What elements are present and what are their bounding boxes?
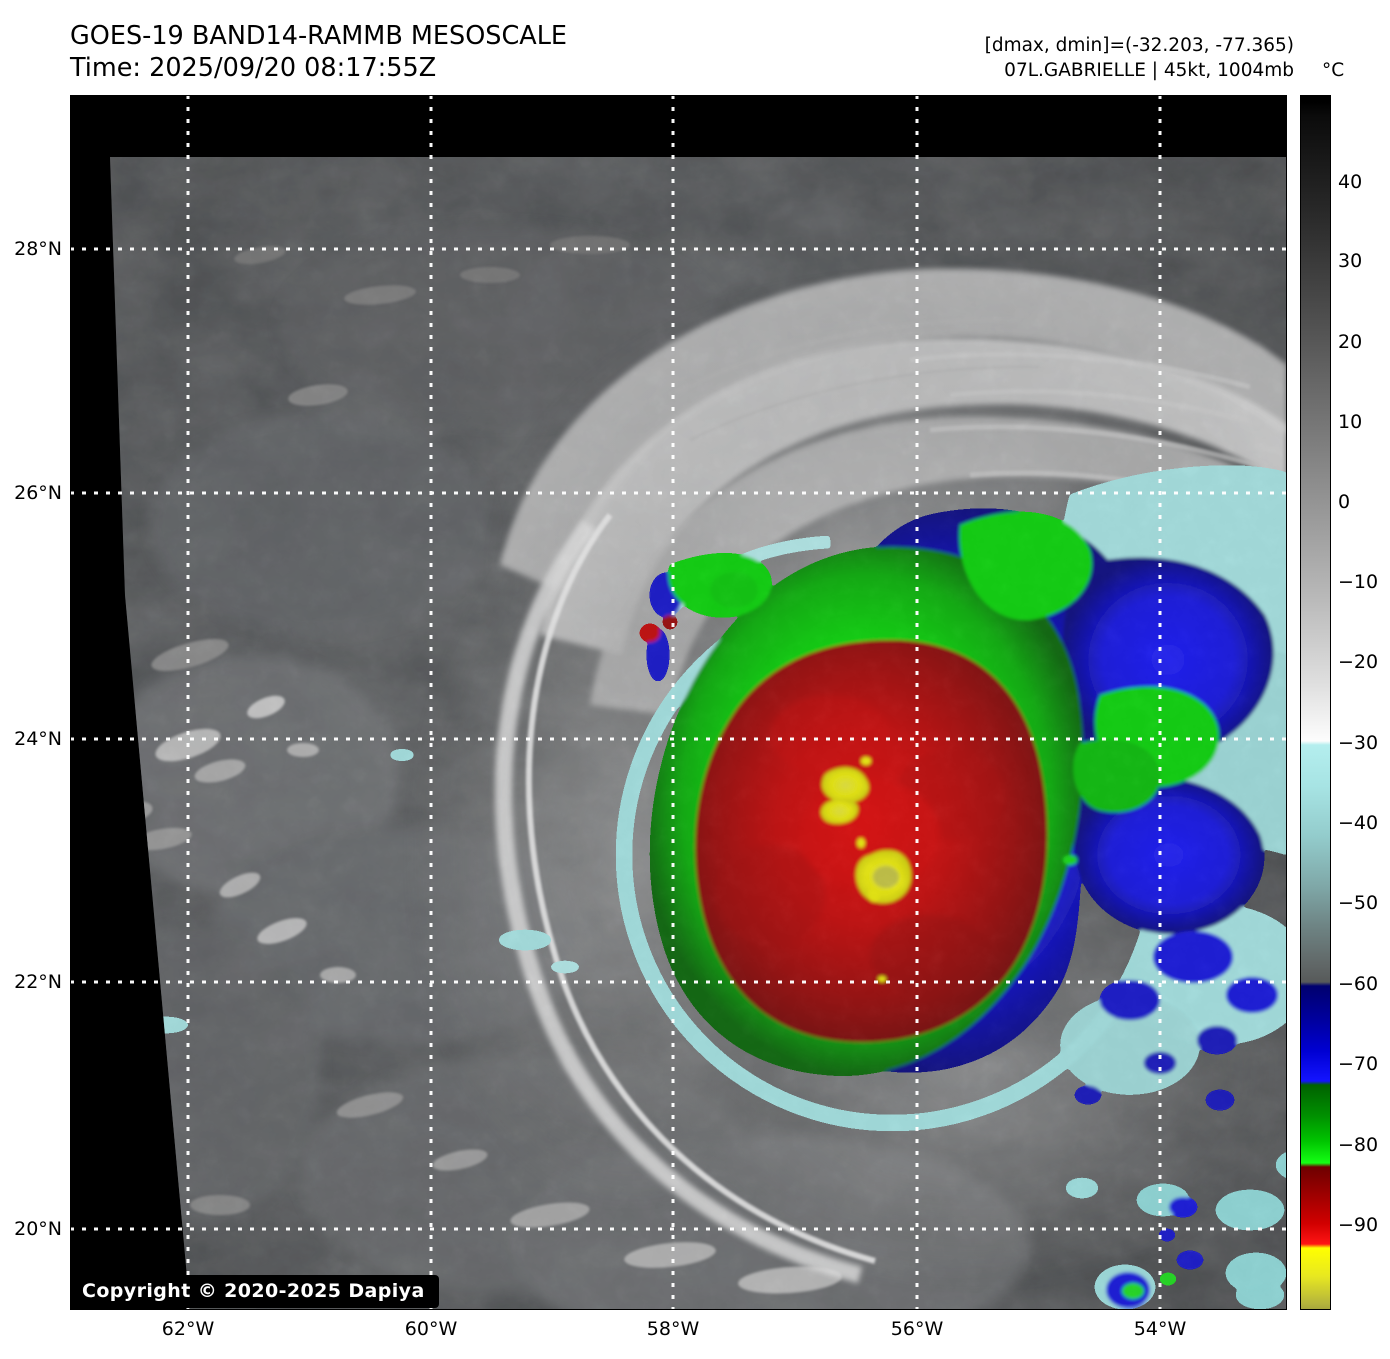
storm-info-readout: 07L.GABRIELLE | 45kt, 1004mb xyxy=(1004,60,1294,81)
dmax-dmin-readout: [dmax, dmin]=(-32.203, -77.365) xyxy=(984,35,1294,56)
figure-meta-block: [dmax, dmin]=(-32.203, -77.365) 07L.GABRI… xyxy=(985,33,1294,83)
xtick-label-54W: 54°W xyxy=(1133,1318,1187,1340)
ytick-label-24N: 24°N xyxy=(14,728,62,750)
xtick-label-60W: 60°W xyxy=(404,1318,458,1340)
satellite-swath xyxy=(110,157,1287,1310)
cbtick-label-m30: −30 xyxy=(1338,732,1379,754)
copyright-watermark: Copyright © 2020-2025 Dapiya xyxy=(70,1275,439,1308)
cbtick-label-m60: −60 xyxy=(1338,973,1379,995)
colorbar-units-label: °C xyxy=(1322,60,1345,81)
temperature-colorbar[interactable] xyxy=(1300,95,1331,1310)
ytick-label-20N: 20°N xyxy=(14,1218,62,1240)
cbtick-label-m40: −40 xyxy=(1338,812,1379,834)
figure-title-block: GOES-19 BAND14-RAMMB MESOSCALE Time: 2025… xyxy=(70,20,567,84)
figure-time: Time: 2025/09/20 08:17:55Z xyxy=(70,53,437,83)
cbtick-label-m50: −50 xyxy=(1338,892,1379,914)
ytick-label-22N: 22°N xyxy=(14,971,62,993)
satellite-image-plot[interactable]: Copyright © 2020-2025 Dapiya xyxy=(70,95,1287,1310)
ytick-label-28N: 28°N xyxy=(14,238,62,260)
cbtick-label-0: 0 xyxy=(1338,491,1351,513)
xtick-label-56W: 56°W xyxy=(890,1318,944,1340)
cbtick-label-m10: −10 xyxy=(1338,571,1379,593)
colorbar-gradient xyxy=(1301,96,1330,1309)
cbtick-label-m20: −20 xyxy=(1338,651,1379,673)
cbtick-label-20: 20 xyxy=(1338,331,1363,353)
ytick-label-26N: 26°N xyxy=(14,482,62,504)
cbtick-label-40: 40 xyxy=(1338,171,1363,193)
figure-title: GOES-19 BAND14-RAMMB MESOSCALE xyxy=(70,21,568,51)
xtick-label-58W: 58°W xyxy=(646,1318,700,1340)
cbtick-label-m90: −90 xyxy=(1338,1214,1379,1236)
cbtick-label-m70: −70 xyxy=(1338,1053,1379,1075)
plot-border xyxy=(70,95,1287,1310)
cbtick-label-30: 30 xyxy=(1338,250,1363,272)
cbtick-label-m80: −80 xyxy=(1338,1134,1379,1156)
cbtick-label-10: 10 xyxy=(1338,411,1363,433)
xtick-label-62W: 62°W xyxy=(161,1318,215,1340)
